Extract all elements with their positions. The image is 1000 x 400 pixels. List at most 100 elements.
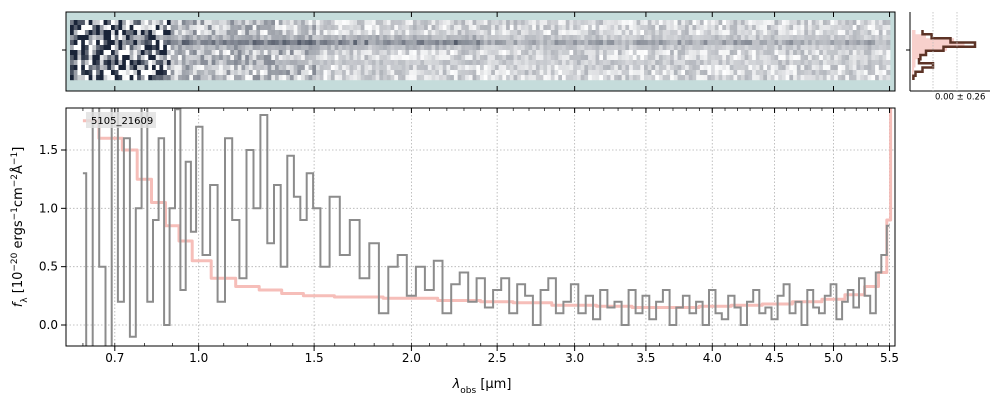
heatmap-cell [599,20,604,26]
heatmap-cell [662,75,667,81]
heatmap-cell [323,25,328,31]
heatmap-cell [491,40,496,46]
heatmap-cell [427,25,432,31]
heatmap-cell [718,60,723,66]
heatmap-cell [662,30,667,36]
heatmap-cell [789,40,794,46]
heatmap-cell [178,60,183,66]
heatmap-cell [379,25,384,31]
heatmap-cell [207,50,213,56]
heatmap-cell [174,65,179,71]
heatmap-cell [371,70,377,76]
heatmap-cell [256,45,261,51]
heatmap-cell [599,70,604,76]
heatmap-cell [610,40,615,46]
heatmap-cell [498,75,503,81]
heatmap-cell [245,60,250,66]
heatmap-cell [81,70,86,76]
heatmap-cell [327,60,332,66]
heatmap-cell [297,25,302,31]
heatmap-cell [185,35,190,41]
heatmap-cell [204,55,209,61]
heatmap-cell [450,30,455,36]
heatmap-cell [714,25,719,31]
heatmap-cell [375,30,380,36]
heatmap-cell [334,30,339,36]
heatmap-cell [226,45,231,51]
heatmap-cell [88,60,93,66]
heatmap-cell [584,75,589,81]
heatmap-cell [401,70,406,76]
spectrum-2d-panel [62,11,896,92]
heatmap-cell [465,50,470,56]
heatmap-cell [349,55,354,61]
heatmap-cell [275,70,280,76]
heatmap-cell [286,25,291,31]
heatmap-cell [666,50,671,56]
heatmap-cell [666,65,671,71]
heatmap-cell [368,30,373,36]
heatmap-cell [323,75,328,81]
heatmap-cell [707,45,712,51]
heatmap-cell [342,30,347,36]
heatmap-cell [744,75,749,81]
heatmap-cell [129,70,134,76]
heatmap-cell [345,75,350,81]
heatmap-cell [226,25,231,31]
heatmap-cell [111,75,116,81]
heatmap-cell [148,55,153,61]
heatmap-cell [427,35,432,41]
heatmap-cell [219,40,224,46]
heatmap-cell [554,60,559,66]
heatmap-cell [543,60,548,66]
profile-data-line [912,30,977,80]
heatmap-cell [621,50,626,56]
heatmap-cell [588,45,593,51]
heatmap-cell [439,40,444,46]
heatmap-cell [692,75,697,81]
heatmap-cell [677,50,682,56]
heatmap-cell [670,40,675,46]
heatmap-cell [383,60,388,66]
heatmap-cell [342,60,347,66]
heatmap-cell [740,70,746,76]
heatmap-cell [483,60,488,66]
heatmap-cell [506,65,511,71]
heatmap-cell [517,40,522,46]
heatmap-cell [185,55,190,61]
heatmap-cell [666,75,671,81]
heatmap-cell [357,45,362,51]
heatmap-cell [96,20,101,26]
heatmap-cell [886,35,891,41]
heatmap-cell [759,45,764,51]
heatmap-cell [178,75,183,81]
heatmap-cell [222,40,227,46]
heatmap-cell [729,45,734,51]
x-axis-label-unit: [μm] [476,377,511,392]
heatmap-cell [580,45,585,51]
heatmap-cell [517,35,522,41]
heatmap-cell [808,55,813,61]
heatmap-cell [219,20,224,26]
heatmap-cell [677,55,682,61]
heatmap-cell [178,30,183,36]
heatmap-cell [293,40,298,46]
heatmap-cell [412,65,418,71]
heatmap-cell [360,60,365,66]
heatmap-cell [509,45,514,51]
heatmap-cell [752,75,757,81]
heatmap-cell [811,20,816,26]
heatmap-cell [811,55,816,61]
heatmap-cell [230,40,235,46]
heatmap-cell [849,50,854,56]
heatmap-cell [815,65,820,71]
heatmap-cell [711,60,716,66]
heatmap-cell [588,20,593,26]
heatmap-cell [509,30,514,36]
heatmap-cell [483,75,488,81]
heatmap-cell [640,55,645,61]
heatmap-cell [327,45,332,51]
heatmap-cell [129,30,134,36]
heatmap-cell [77,75,82,81]
heatmap-cell [692,25,697,31]
